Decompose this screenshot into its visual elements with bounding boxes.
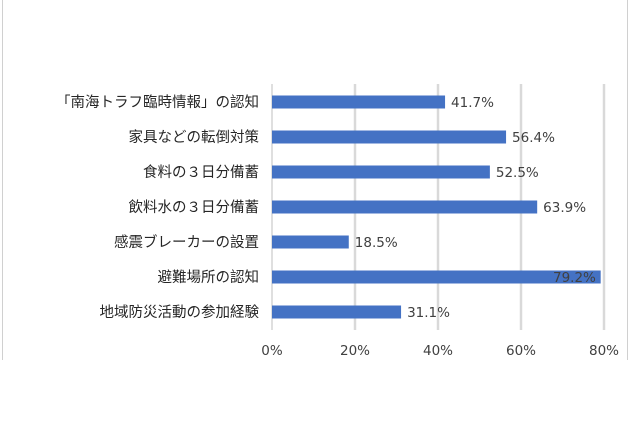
bar: [272, 200, 538, 214]
bar: [272, 270, 601, 284]
value-label: 79.2%: [553, 270, 596, 286]
category-label: 「南海トラフ臨時情報」の認知: [56, 94, 259, 111]
category-label: 避難場所の認知: [158, 269, 260, 286]
category-label: 感震ブレーカーの設置: [114, 233, 259, 251]
x-tick-label: 20%: [340, 343, 370, 359]
category-label: 飲料水の３日分備蓄: [129, 199, 260, 216]
bars: [272, 95, 601, 319]
x-axis-ticks: 0% 20% 40% 60% 80%: [261, 343, 619, 359]
value-label: 56.4%: [512, 130, 555, 146]
value-labels: 41.7% 56.4% 52.5% 63.9% 18.5% 79.2% 31.1%: [355, 95, 596, 321]
x-tick-label: 80%: [589, 343, 619, 359]
chart-frame-right: [627, 0, 628, 360]
x-tick-label: 40%: [423, 343, 453, 359]
bar: [272, 305, 402, 319]
chart-frame-left: [2, 0, 3, 360]
category-label: 食料の３日分備蓄: [143, 164, 259, 181]
category-label: 地域防災活動の参加経験: [100, 304, 260, 321]
value-label: 31.1%: [407, 305, 450, 321]
value-label: 41.7%: [451, 95, 494, 111]
bar: [272, 235, 349, 249]
bar: [272, 95, 446, 109]
category-labels: 「南海トラフ臨時情報」の認知家具などの転倒対策食料の３日分備蓄飲料水の３日分備蓄…: [56, 94, 259, 321]
bar: [272, 165, 490, 179]
value-label: 63.9%: [543, 200, 586, 216]
value-label: 52.5%: [496, 165, 539, 181]
x-tick-label: 0%: [261, 343, 283, 359]
bar: [272, 130, 507, 144]
x-tick-label: 60%: [506, 343, 536, 359]
category-label: 家具などの転倒対策: [129, 129, 260, 146]
value-label: 18.5%: [355, 235, 398, 251]
